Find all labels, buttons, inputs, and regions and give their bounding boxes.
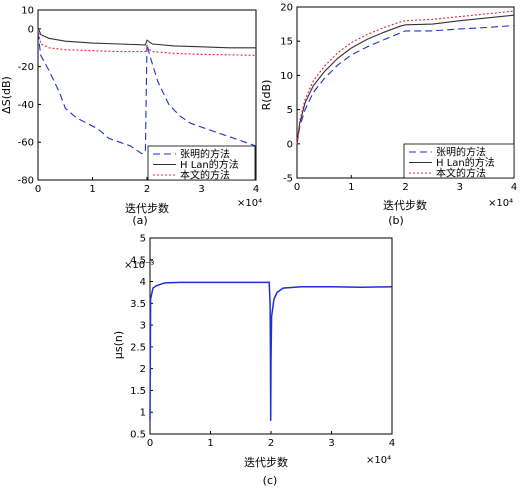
panel-a-series-group — [37, 26, 257, 155]
panel-c-chart: 0 1 2 3 4 0.5 1 1.5 2 2.5 3 3.5 4 4.5 5 迭代步数 μs(n) ×10… — [112, 234, 395, 488]
y-tick-label: 5 — [287, 105, 293, 116]
x-tick-label: 4 — [253, 184, 259, 195]
y-tick-label: -60 — [18, 138, 34, 149]
y-tick-label: -5 — [283, 174, 293, 185]
y-tick-label: 2.5 — [130, 342, 146, 353]
x-tick-label: 3 — [198, 184, 204, 195]
x-tick-label: 3 — [328, 438, 334, 449]
panel-b-caption: (b) — [388, 214, 404, 227]
x-tick-label: 4 — [511, 182, 517, 193]
panel-b-x-exponent: ×10⁴ — [488, 198, 513, 209]
series-line-2 — [296, 14, 515, 144]
y-tick-label: -20 — [18, 62, 34, 73]
y-tick-label: 10 — [280, 71, 293, 82]
x-tick-label: 0 — [35, 184, 41, 195]
x-tick-label: 2 — [402, 182, 408, 193]
panel-c-xlabel: 迭代步数 — [244, 456, 288, 469]
legend-label: 张明的方法 — [180, 148, 230, 161]
y-tick-label: 3.5 — [130, 299, 146, 310]
y-tick-label: -40 — [18, 100, 34, 111]
x-tick-label: 0 — [147, 438, 153, 449]
y-tick-label: 0 — [287, 139, 293, 150]
panel-c-x-exponent: ×10⁴ — [366, 455, 391, 466]
y-tick-label: -80 — [18, 176, 34, 187]
panel-c-series-group — [149, 281, 393, 421]
x-tick-label: 4 — [389, 438, 395, 449]
series-line-3 — [37, 28, 257, 56]
y-tick-label: 4.5 — [130, 255, 146, 266]
series-line-1 — [149, 281, 393, 421]
y-tick-label: 2 — [140, 364, 146, 375]
y-tick-label: 5 — [140, 234, 146, 245]
panel-c-ylabel: μs(n) — [112, 331, 125, 359]
panel-a-caption: (a) — [132, 214, 147, 227]
legend-label: 本文的方法 — [180, 169, 230, 182]
y-tick-label: 10 — [21, 6, 34, 17]
x-tick-label: 2 — [144, 184, 150, 195]
legend-label: 本文的方法 — [436, 167, 486, 180]
panel-b-ylabel: R(dB) — [260, 80, 273, 111]
x-tick-label: 0 — [294, 182, 300, 193]
x-tick-label: 2 — [268, 438, 274, 449]
y-tick-label: 15 — [280, 37, 293, 48]
legend-label: H Lan的方法 — [436, 156, 495, 169]
y-tick-label: 1.5 — [130, 386, 146, 397]
y-tick-label: 0 — [28, 24, 34, 35]
panel-c-caption: (c) — [263, 474, 278, 487]
x-tick-label: 1 — [348, 182, 354, 193]
y-tick-label: 3 — [140, 321, 146, 332]
y-tick-label: 1 — [140, 408, 146, 419]
series-line-1 — [296, 24, 515, 144]
y-tick-label: 20 — [280, 3, 293, 14]
y-tick-label: 0.5 — [130, 430, 146, 441]
legend-label: 张明的方法 — [436, 146, 486, 159]
panel-a-xlabel: 迭代步数 — [125, 202, 169, 215]
panel-a-ylabel: ΔS(dB) — [0, 76, 13, 114]
series-line-2 — [37, 26, 256, 49]
panel-b-series-group — [296, 10, 515, 144]
panel-a-chart: 0 1 2 3 4 -80 -60 -40 -20 0 10 迭代步数 ΔS(dB) ×10⁴ (a… — [0, 6, 262, 228]
x-tick-label: 1 — [89, 184, 95, 195]
panel-b-xlabel: 迭代步数 — [383, 199, 427, 212]
panel-a-x-exponent: ×10⁴ — [237, 198, 262, 209]
x-tick-label: 1 — [207, 438, 213, 449]
series-line-3 — [296, 10, 515, 144]
legend-label: H Lan的方法 — [180, 158, 239, 171]
x-tick-label: 3 — [457, 182, 463, 193]
y-tick-label: 4 — [140, 277, 146, 288]
panel-c-y-exponent: ×10⁻³ — [124, 260, 154, 271]
series-line-1 — [37, 32, 257, 155]
